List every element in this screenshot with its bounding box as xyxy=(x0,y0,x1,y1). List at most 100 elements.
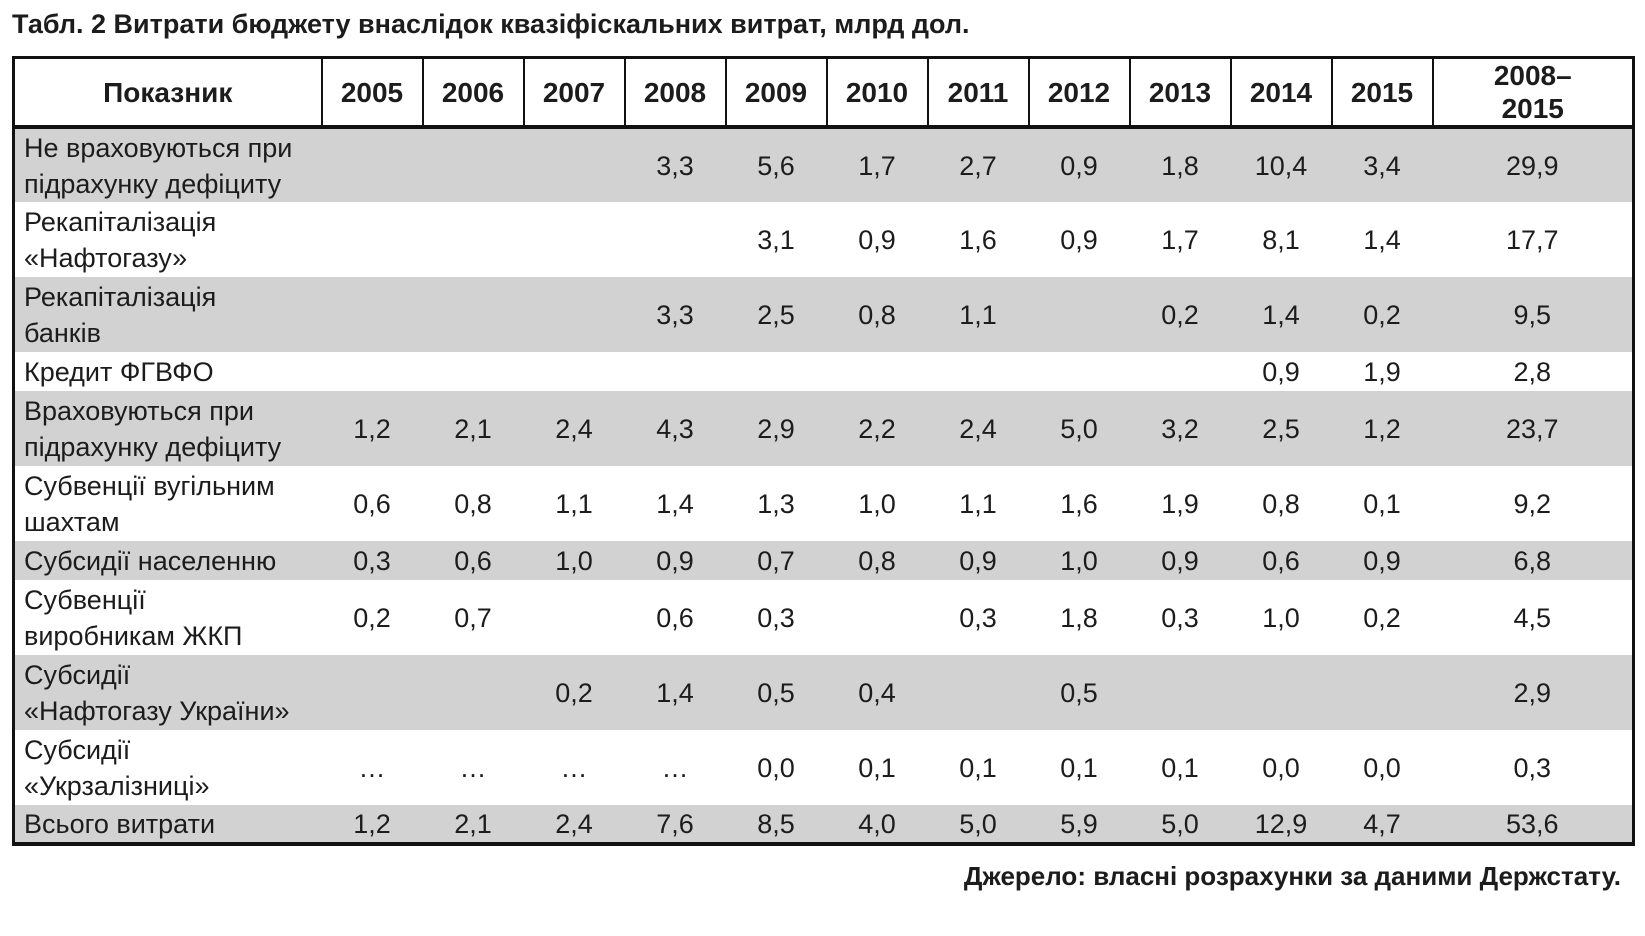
value-cell: 0,5 xyxy=(757,677,795,708)
row-label: Не враховуються при підрахунку дефіциту xyxy=(24,132,293,199)
row-label: Субвенції вугільним шахтам xyxy=(24,470,275,537)
table-row: Субвенції вугільним шахтам 0,6 0,8 1,1 1,4 1… xyxy=(13,466,1634,541)
value-cell: 1,4 xyxy=(656,677,694,708)
value-cell xyxy=(524,127,625,202)
value-cell: 1,2 xyxy=(353,808,391,839)
value-cell: 0,1 xyxy=(959,752,997,783)
value-cell: … xyxy=(661,752,689,783)
value-cell: 2,1 xyxy=(454,413,492,444)
column-header: Показник xyxy=(13,57,323,129)
table-row: Субсидії «Нафтогазу України» 0,2 1,4 0,5 0,… xyxy=(13,655,1634,730)
value-cell: 2,4 xyxy=(555,413,593,444)
value-cell xyxy=(1130,655,1231,730)
table-row: Не враховуються при підрахунку дефіциту … xyxy=(13,127,1634,202)
value-cell: 4,0 xyxy=(858,808,896,839)
value-cell: 3,4 xyxy=(1363,150,1401,181)
table-row: Рекапіталізація «Нафтогазу» 3,1 0,9 1,6 0,9… xyxy=(13,202,1634,277)
value-cell xyxy=(322,277,423,352)
value-cell xyxy=(423,352,524,391)
column-header: 2014 xyxy=(1230,57,1333,129)
value-cell: 0,0 xyxy=(757,752,795,783)
column-header: 2005 xyxy=(321,57,424,129)
value-cell: 3,3 xyxy=(656,150,694,181)
value-cell: 0,1 xyxy=(1060,752,1098,783)
value-cell: 2,8 xyxy=(1513,356,1552,387)
value-cell xyxy=(524,202,625,277)
value-cell: 0,2 xyxy=(555,677,593,708)
header-row: Показник 2005 2006 2007 2008 2009 2010 2011 2012… xyxy=(13,57,1634,129)
value-cell: 2,1 xyxy=(454,808,492,839)
value-cell: 0,2 xyxy=(353,602,391,633)
value-cell xyxy=(423,277,524,352)
value-cell: 1,7 xyxy=(858,150,896,181)
value-cell: 0,2 xyxy=(1363,299,1401,330)
value-cell xyxy=(524,580,625,655)
row-label: Кредит ФГВФО xyxy=(24,356,214,387)
value-cell: 2,4 xyxy=(555,808,593,839)
value-cell: 0,6 xyxy=(353,488,391,519)
value-cell: 10,4 xyxy=(1254,150,1308,181)
value-cell: 3,2 xyxy=(1161,413,1199,444)
value-cell: 2,4 xyxy=(959,413,997,444)
value-cell: … xyxy=(358,752,386,783)
value-cell: 0,9 xyxy=(1363,545,1401,576)
value-cell xyxy=(625,202,726,277)
value-cell: 0,6 xyxy=(1262,545,1300,576)
value-cell: 0,3 xyxy=(353,545,391,576)
value-cell: 1,0 xyxy=(1262,602,1300,633)
value-cell: 0,2 xyxy=(1161,299,1199,330)
value-cell xyxy=(524,352,625,391)
value-cell: 23,7 xyxy=(1505,413,1559,444)
value-cell: 1,0 xyxy=(555,545,593,576)
column-header: 2012 xyxy=(1028,57,1131,129)
value-cell: 1,1 xyxy=(959,488,997,519)
table-row: Всього витрати 1,2 2,1 2,4 7,6 8,5 4,0 5,0 5,9 5… xyxy=(13,805,1634,844)
value-cell xyxy=(1130,352,1231,391)
table-row: Субсидії населенню 0,3 0,6 1,0 0,9 0,7 0,8 0,9… xyxy=(13,541,1634,580)
value-cell xyxy=(524,277,625,352)
row-label: Враховуються при підрахунку дефіциту xyxy=(24,395,282,462)
value-cell: 4,5 xyxy=(1513,602,1552,633)
value-cell: … xyxy=(459,752,487,783)
value-cell xyxy=(1332,655,1433,730)
data-table: Показник 2005 2006 2007 2008 2009 2010 2011 2012… xyxy=(12,56,1635,846)
value-cell xyxy=(1029,277,1130,352)
value-cell: 4,7 xyxy=(1363,808,1401,839)
value-cell: 3,1 xyxy=(757,224,795,255)
value-cell xyxy=(423,655,524,730)
value-cell: 0,9 xyxy=(656,545,694,576)
value-cell: 9,5 xyxy=(1513,299,1552,330)
value-cell: 0,1 xyxy=(858,752,896,783)
row-label: Субсидії населенню xyxy=(24,545,277,576)
value-cell: 12,9 xyxy=(1254,808,1308,839)
value-cell: 5,6 xyxy=(757,150,795,181)
value-cell: 2,5 xyxy=(1262,413,1300,444)
value-cell: 1,8 xyxy=(1161,150,1199,181)
value-cell: 0,7 xyxy=(757,545,795,576)
value-cell xyxy=(726,352,827,391)
value-cell: … xyxy=(560,752,588,783)
value-cell: 1,6 xyxy=(959,224,997,255)
value-cell: 1,9 xyxy=(1161,488,1199,519)
column-header: 2010 xyxy=(826,57,929,129)
column-header: 2007 xyxy=(523,57,626,129)
table-row: Субвенції виробникам ЖКП 0,2 0,7 0,6 0,3 0,3… xyxy=(13,580,1634,655)
value-cell: 4,3 xyxy=(656,413,694,444)
value-cell: 0,9 xyxy=(959,545,997,576)
value-cell xyxy=(423,127,524,202)
row-label: Рекапіталізація банків xyxy=(24,281,217,348)
value-cell xyxy=(1029,352,1130,391)
value-cell xyxy=(827,352,928,391)
value-cell xyxy=(827,580,928,655)
row-label: Субвенції виробникам ЖКП xyxy=(24,584,243,651)
value-cell: 0,9 xyxy=(1161,545,1199,576)
row-label: Субсидії «Укрзалізниці» xyxy=(24,734,210,801)
value-cell: 0,0 xyxy=(1363,752,1401,783)
value-cell: 1,2 xyxy=(353,413,391,444)
value-cell: 53,6 xyxy=(1505,808,1559,839)
value-cell: 5,9 xyxy=(1060,808,1098,839)
table-row: Враховуються при підрахунку дефіциту 1,2… xyxy=(13,391,1634,466)
value-cell: 1,4 xyxy=(656,488,694,519)
table-row: Рекапіталізація банків 3,3 2,5 0,8 1,1 0,2 1,… xyxy=(13,277,1634,352)
